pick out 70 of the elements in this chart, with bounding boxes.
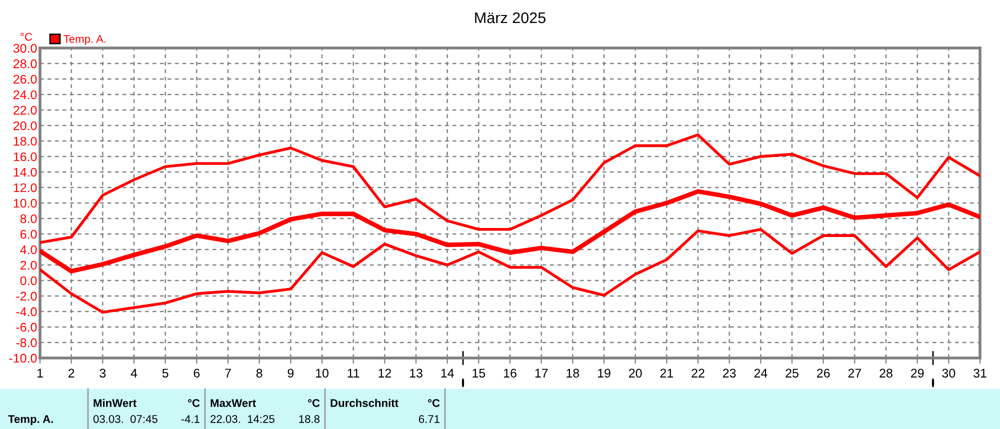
chart-title: März 2025: [475, 12, 546, 24]
x-tick-label: 5: [162, 368, 168, 378]
x-tick-label: 11: [348, 368, 360, 378]
x-tick-label: 31: [974, 368, 986, 378]
text: 03.03. 07:45: [93, 415, 158, 423]
x-tick-label: 13: [410, 368, 422, 378]
y-tick-label: 6.0: [20, 230, 37, 239]
text: MinWert: [94, 398, 136, 407]
text: 6.71: [418, 415, 440, 423]
y-tick-label: 2.0: [20, 260, 37, 270]
y-tick-label: 18.0: [14, 136, 37, 146]
x-tick-label: 15: [472, 368, 486, 378]
x-tick-label: 18: [566, 368, 580, 378]
text: °C: [188, 399, 200, 407]
y-tick-label: 8.0: [20, 214, 37, 224]
y-axis-title: °C: [20, 32, 32, 41]
y-tick-label: -6.0: [16, 322, 37, 332]
y-tick-label: 20.0: [14, 121, 37, 130]
x-tick-label: 2: [68, 368, 74, 378]
y-tick-label: 12.0: [14, 183, 37, 192]
x-tick-label: 19: [598, 368, 610, 378]
x-tick-label: 10: [316, 368, 328, 378]
x-tick-label: 6: [194, 368, 200, 378]
y-tick-label: 4.0: [20, 245, 37, 254]
x-tick-label: 22: [692, 368, 704, 378]
x-tick-label: 12: [378, 368, 391, 378]
text: 22.03. 14:25: [210, 415, 274, 423]
x-tick-label: 30: [942, 368, 956, 378]
x-tick-label: 26: [817, 368, 830, 378]
x-tick-label: 4: [130, 368, 138, 378]
x-tick-label: 29: [911, 368, 924, 378]
y-tick-label: 0.0: [20, 276, 37, 286]
y-tick-label: 16.0: [14, 152, 37, 162]
text: -4.1: [181, 415, 200, 423]
y-tick-label: 22.0: [14, 106, 37, 115]
x-tick-label: 9: [288, 368, 294, 378]
y-tick-label: -8.0: [16, 338, 37, 348]
x-tick-label: 27: [848, 368, 861, 378]
y-tick-label: 24.0: [14, 90, 37, 100]
x-tick-label: 24: [754, 368, 768, 378]
x-tick-label: 25: [786, 368, 798, 378]
text: Durchschnitt: [330, 398, 398, 407]
y-tick-label: 26.0: [14, 74, 37, 84]
x-tick-label: 20: [629, 368, 642, 378]
x-tick-label: 16: [504, 368, 516, 378]
x-tick-label: 3: [100, 368, 106, 378]
y-tick-label: -10.0: [9, 354, 37, 363]
line-series: [40, 189, 980, 274]
x-tick-label: 14: [441, 368, 454, 378]
x-tick-label: 7: [225, 368, 231, 378]
x-tick-label: 17: [535, 368, 548, 378]
y-tick-label: 10.0: [14, 198, 37, 208]
text: MaxWert: [210, 399, 256, 407]
y-tick-label: 14.0: [14, 168, 37, 177]
y-tick-label: 30.0: [13, 44, 37, 53]
x-tick-label: 1: [37, 368, 43, 378]
x-tick-label: 8: [256, 368, 262, 378]
y-tick-label: 28.0: [14, 59, 37, 68]
legend-label: Temp. A.: [64, 35, 106, 46]
line-series: [40, 133, 980, 244]
text: 18.8: [299, 415, 320, 423]
y-tick-label: -2.0: [16, 292, 37, 301]
text: °C: [428, 399, 440, 407]
x-tick-label: 21: [660, 368, 674, 378]
y-tick-label: -4.0: [16, 307, 37, 316]
text: Temp. A.: [8, 415, 53, 426]
x-tick-label: 28: [880, 368, 892, 378]
text: °C: [308, 399, 320, 407]
line-series: [40, 228, 980, 314]
x-tick-label: 23: [723, 368, 736, 378]
